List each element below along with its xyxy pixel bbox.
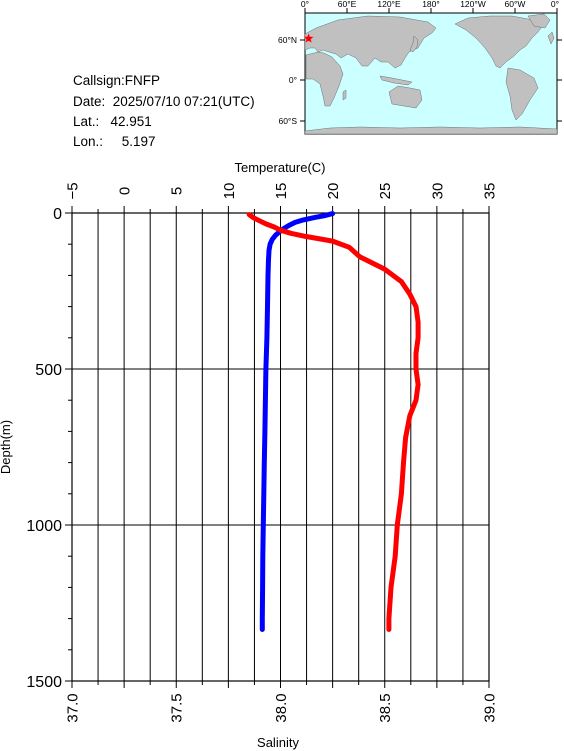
salinity-tick-label-1: 37.5 <box>169 693 186 722</box>
map-land-australia <box>388 85 423 109</box>
map-left-label-0: 60°N <box>278 35 297 45</box>
depth-tick-label-2: 1000 <box>26 518 62 535</box>
salinity-profile-line <box>246 212 421 632</box>
map-top-label-2: 120°E <box>377 0 401 9</box>
map-top-label-4: 120°W <box>460 0 486 9</box>
plot-border <box>71 212 490 682</box>
salinity-tick-label-0: 37.0 <box>65 693 82 722</box>
map-top-label-0: 0° <box>301 0 309 9</box>
temperature-axis-title: Temperature(C) <box>234 160 325 175</box>
map-land-eurasia <box>304 15 437 69</box>
temperature-tick-label-6: 25 <box>377 183 394 200</box>
depth-axis: 0 500 1000 1500 Depth(m) <box>0 206 62 691</box>
map-land-madagascar <box>342 89 347 101</box>
temperature-tick-label-4: 15 <box>273 183 290 200</box>
depth-axis-title: Depth(m) <box>0 420 13 474</box>
salinity-axis: 37.0 37.5 38.0 38.5 39.0 Salinity <box>65 693 499 750</box>
map-left-label-1: 0° <box>289 75 297 85</box>
temperature-tick-label-0: −5 <box>65 182 82 199</box>
map-land-north-america <box>454 15 545 69</box>
station-marker-star <box>303 33 314 43</box>
salinity-axis-title: Salinity <box>257 735 299 750</box>
map-land-indonesia <box>379 75 413 86</box>
temperature-tick-label-1: 0 <box>117 187 134 195</box>
temperature-tick-label-2: 5 <box>169 187 186 195</box>
longitude-text: Lon.: 5.197 <box>73 134 156 149</box>
salinity-tick-label-4: 39.0 <box>482 693 499 722</box>
axis-ticks <box>65 206 490 688</box>
date-text: Date: 2025/07/10 07:21(UTC) <box>73 94 255 109</box>
depth-tick-label-3: 1500 <box>26 674 62 691</box>
series-layer <box>246 211 421 632</box>
map-land-japan <box>409 35 419 53</box>
map-land-south-america <box>505 67 539 121</box>
callsign-text: Callsign:FNFP <box>73 73 161 88</box>
temperature-tick-label-5: 20 <box>325 183 342 200</box>
salinity-tick-label-2: 38.0 <box>273 693 290 722</box>
map-top-label-1: 60°E <box>338 0 357 9</box>
temperature-tick-label-7: 30 <box>429 183 446 200</box>
depth-tick-label-0: 0 <box>53 206 62 223</box>
map-top-label-3: 180° <box>422 0 440 9</box>
temperature-tick-label-8: 35 <box>482 183 499 200</box>
latitude-text: Lat.: 42.951 <box>73 114 152 129</box>
map-land-uk <box>547 31 555 45</box>
salinity-tick-label-3: 38.5 <box>377 693 394 722</box>
map-top-label-5: 60°W <box>505 0 526 9</box>
map-land-antarctica <box>304 126 558 135</box>
plot-grid <box>71 213 490 681</box>
depth-tick-label-1: 500 <box>35 362 62 379</box>
world-map: 0° 60°E 120°E 180° 120°W 60°W 0° 60°N 0°… <box>278 0 562 135</box>
map-land-greenland <box>527 13 551 29</box>
map-top-label-6: 0° <box>551 0 559 9</box>
temperature-profile-line <box>259 211 336 632</box>
temperature-tick-label-3: 10 <box>221 183 238 200</box>
temperature-axis: −5 0 5 10 15 20 25 30 35 Temperature(C) <box>65 160 499 200</box>
map-land-africa <box>305 51 344 107</box>
map-left-label-2: 60°S <box>278 116 297 126</box>
